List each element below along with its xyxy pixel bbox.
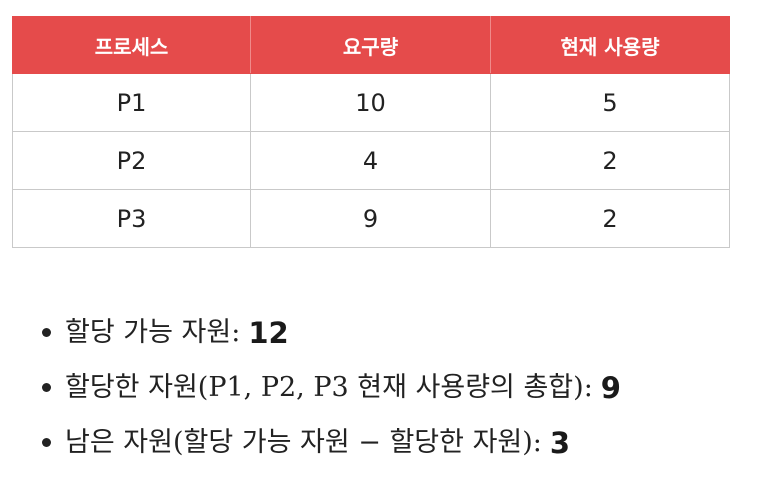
bullet-icon — [42, 383, 51, 392]
process-resource-table: 프로세스 요구량 현재 사용량 P1 10 5 P2 4 2 P3 9 2 — [12, 16, 730, 248]
colon-separator: : — [532, 426, 542, 458]
table-cell-demand: 10 — [250, 73, 491, 132]
table-cell-current-usage: 2 — [490, 189, 730, 248]
table-cell-process: P2 — [12, 131, 251, 190]
bullet-label: 할당한 자원(P1, P2, P3 현재 사용량의 총합) — [65, 371, 584, 403]
column-header-demand: 요구량 — [250, 16, 491, 74]
bullet-icon — [42, 438, 51, 447]
table-cell-demand: 4 — [250, 131, 491, 190]
resource-summary-list: 할당 가능 자원:12 할당한 자원(P1, P2, P3 현재 사용량의 총합… — [42, 305, 621, 470]
table-row: P3 9 2 — [12, 189, 730, 248]
bullet-label: 할당 가능 자원 — [65, 316, 232, 348]
table-row: P1 10 5 — [12, 73, 730, 132]
table-cell-demand: 9 — [250, 189, 491, 248]
table-cell-current-usage: 2 — [490, 131, 730, 190]
colon-separator: : — [231, 316, 241, 348]
bullet-label: 남은 자원(할당 가능 자원 − 할당한 자원) — [65, 426, 533, 458]
bullet-value: 9 — [600, 370, 621, 405]
list-item: 남은 자원(할당 가능 자원 − 할당한 자원):3 — [42, 415, 621, 470]
list-item: 할당 가능 자원:12 — [42, 305, 621, 360]
bullet-value: 3 — [549, 425, 571, 460]
table-header-row: 프로세스 요구량 현재 사용량 — [12, 16, 730, 74]
column-header-process: 프로세스 — [12, 16, 251, 74]
bullet-icon — [42, 328, 51, 337]
table-cell-process: P3 — [12, 189, 251, 248]
colon-separator: : — [583, 371, 593, 403]
table-cell-process: P1 — [12, 73, 251, 132]
column-header-current-usage: 현재 사용량 — [490, 16, 730, 74]
bullet-value: 12 — [248, 315, 289, 350]
table-row: P2 4 2 — [12, 131, 730, 190]
list-item: 할당한 자원(P1, P2, P3 현재 사용량의 총합):9 — [42, 360, 621, 415]
table-cell-current-usage: 5 — [490, 73, 730, 132]
